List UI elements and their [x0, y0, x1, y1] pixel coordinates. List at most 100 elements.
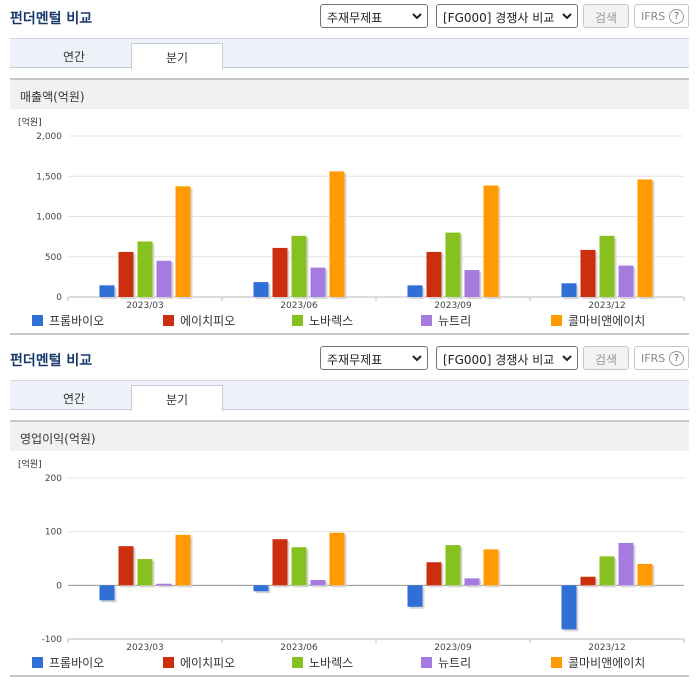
compare-select[interactable]: [FG000] 경쟁사 비교: [436, 346, 578, 370]
bar: [99, 285, 115, 297]
y-tick-label: 2,000: [36, 132, 62, 142]
bar: [407, 285, 423, 297]
chart-panel-header: 매출액(억원): [10, 78, 689, 109]
bar: [137, 241, 153, 297]
unit-label: [억원]: [18, 116, 42, 128]
y-tick-label: -100: [42, 635, 63, 645]
bar: [561, 283, 577, 297]
tab-quarterly[interactable]: 분기: [131, 43, 223, 70]
x-tick-label: 2023/09: [434, 301, 472, 309]
ifrs-label: IFRS: [641, 10, 666, 23]
tab-annual[interactable]: 연간: [62, 50, 86, 64]
legend-label: 프롬바이오: [49, 656, 105, 670]
legend-label: 에이치피오: [180, 314, 236, 328]
bar: [580, 576, 596, 586]
revenue-bar-chart: [억원] 0 500 1,000 1,500 2,000 2023/03 2023/06 202…: [18, 116, 685, 309]
x-tick-label: 2023/03: [126, 301, 163, 309]
bar: [329, 171, 345, 297]
legend-swatch: [32, 657, 43, 668]
chart-legend: 프롬바이오 에이치피오 노바렉스 뉴트리 콜마비앤에이치: [10, 652, 689, 672]
bar: [156, 583, 172, 586]
bar: [426, 562, 442, 586]
bar: [118, 251, 134, 297]
ifrs-label: IFRS: [641, 352, 666, 365]
legend-item[interactable]: 에이치피오: [163, 312, 235, 329]
bar: [253, 282, 269, 297]
legend-item[interactable]: 에이치피오: [163, 654, 235, 671]
chart-title: 영업이익(억원): [20, 432, 96, 446]
bar: [618, 265, 634, 297]
legend-label: 콜마비앤에이치: [568, 656, 646, 670]
chart-title: 매출액(억원): [20, 90, 85, 104]
bar: [580, 249, 596, 297]
legend-label: 노바렉스: [309, 314, 354, 328]
bar: [445, 545, 461, 586]
y-tick-label: 100: [45, 528, 62, 538]
chevron-down-icon: [412, 13, 422, 20]
bar: [175, 186, 191, 297]
tab-quarterly[interactable]: 분기: [131, 385, 223, 412]
legend-swatch: [163, 315, 174, 326]
legend-item[interactable]: 노바렉스: [292, 654, 353, 671]
x-tick-label: 2023/12: [588, 643, 625, 651]
bar: [99, 585, 115, 601]
y-tick-label: 1,000: [36, 213, 62, 223]
bar: [291, 547, 307, 586]
help-icon[interactable]: ?: [669, 9, 684, 24]
bar: [464, 578, 480, 586]
bar: [407, 585, 423, 607]
bar: [445, 232, 461, 297]
bar: [310, 267, 326, 297]
fundamental-section-revenue: 펀더멘털 비교 주재무제표 [FG000] 경쟁사 비교 검색 IFRS ? 연…: [0, 0, 696, 340]
compare-select-value: [FG000] 경쟁사 비교: [443, 11, 555, 25]
legend-item[interactable]: 콜마비앤에이치: [551, 654, 645, 671]
bar: [561, 585, 577, 630]
legend-swatch: [32, 315, 43, 326]
legend-swatch: [421, 657, 432, 668]
bar: [118, 546, 134, 586]
statement-select[interactable]: 주재무제표: [320, 4, 428, 28]
bar: [637, 563, 653, 586]
legend-item[interactable]: 콜마비앤에이치: [551, 312, 645, 329]
legend-item[interactable]: 뉴트리: [421, 312, 471, 329]
period-tabs: 연간 분기: [10, 380, 689, 412]
legend-label: 뉴트리: [438, 656, 472, 670]
legend-item[interactable]: 프롬바이오: [32, 312, 104, 329]
y-tick-label: 200: [45, 474, 62, 484]
compare-select[interactable]: [FG000] 경쟁사 비교: [436, 4, 578, 28]
legend-label: 에이치피오: [180, 656, 236, 670]
search-button[interactable]: 검색: [583, 346, 629, 370]
legend-item[interactable]: 프롬바이오: [32, 654, 104, 671]
legend-label: 콜마비앤에이치: [568, 314, 646, 328]
tab-annual[interactable]: 연간: [62, 392, 86, 406]
legend-swatch: [551, 315, 562, 326]
bar: [329, 532, 345, 586]
bar: [464, 270, 480, 297]
legend-item[interactable]: 노바렉스: [292, 312, 353, 329]
chevron-down-icon: [562, 355, 572, 362]
bar: [483, 549, 499, 586]
legend-swatch: [292, 315, 303, 326]
legend-swatch: [551, 657, 562, 668]
legend-swatch: [163, 657, 174, 668]
search-button[interactable]: 검색: [583, 4, 629, 28]
bar: [272, 539, 288, 586]
statement-select[interactable]: 주재무제표: [320, 346, 428, 370]
fundamental-section-operating-profit: 펀더멘털 비교 주재무제표 [FG000] 경쟁사 비교 검색 IFRS ? 연…: [0, 342, 696, 684]
statement-select-value: 주재무제표: [327, 11, 383, 25]
divider: [10, 675, 689, 677]
legend-label: 노바렉스: [309, 656, 354, 670]
period-tabs: 연간 분기: [10, 38, 689, 70]
divider: [10, 333, 689, 335]
y-tick-label: 0: [56, 581, 62, 591]
help-icon[interactable]: ?: [669, 351, 684, 366]
legend-item[interactable]: 뉴트리: [421, 654, 471, 671]
ifrs-button[interactable]: IFRS ?: [634, 346, 689, 370]
ifrs-button[interactable]: IFRS ?: [634, 4, 689, 28]
bar: [253, 585, 269, 592]
y-tick-label: 1,500: [36, 172, 62, 182]
bar: [175, 534, 191, 586]
statement-select-value: 주재무제표: [327, 353, 383, 367]
section-header: 펀더멘털 비교 주재무제표 [FG000] 경쟁사 비교 검색 IFRS ?: [0, 0, 696, 34]
section-title: 펀더멘털 비교: [10, 11, 93, 27]
